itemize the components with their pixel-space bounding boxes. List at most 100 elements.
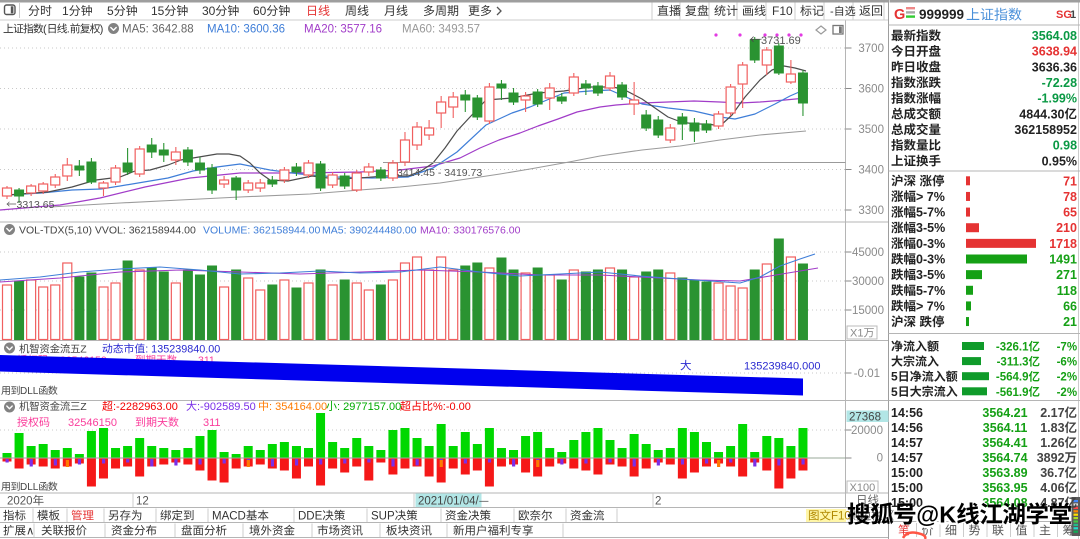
svg-text:0-3%: 0-3%: [916, 237, 945, 251]
svg-text:3731.69: 3731.69: [761, 35, 801, 47]
svg-text:-561.9: -561.9: [996, 387, 1029, 399]
svg-text:3564.11: 3564.11: [983, 421, 1028, 435]
svg-text::-902589.50: :-902589.50: [197, 401, 256, 413]
svg-text:1.83: 1.83: [1040, 421, 1064, 435]
svg-text:X1: X1: [850, 328, 863, 340]
svg-text:%:-0.00: %:-0.00: [433, 401, 471, 413]
svg-text:1718: 1718: [1049, 237, 1077, 251]
svg-text:3414.45 - 3419.73: 3414.45 - 3419.73: [397, 167, 482, 179]
svg-text:2021/01/04/: 2021/01/04/: [418, 496, 480, 508]
svg-text:(: (: [43, 24, 47, 36]
svg-text:∧: ∧: [26, 526, 34, 538]
svg-text:1.26: 1.26: [1040, 436, 1064, 450]
svg-text:1491: 1491: [1049, 253, 1077, 267]
svg-text::-2282963.00: :-2282963.00: [113, 401, 178, 413]
svg-text:5: 5: [891, 370, 898, 384]
svg-text:2020: 2020: [7, 496, 33, 508]
svg-text:MA20: 3577.16: MA20: 3577.16: [304, 24, 382, 36]
svg-text:VOLUME: 362158944.00: VOLUME: 362158944.00: [203, 225, 320, 237]
svg-text:0.95%: 0.95%: [1042, 154, 1077, 168]
svg-text:3636.36: 3636.36: [1032, 60, 1077, 74]
svg-text:66: 66: [1063, 299, 1077, 313]
svg-text:999999: 999999: [919, 7, 964, 22]
svg-text:15:00: 15:00: [891, 481, 923, 495]
svg-text:.: .: [67, 24, 70, 36]
svg-text:3563.95: 3563.95: [982, 481, 1027, 495]
svg-text:VOL-TDX(5,10) VVOL: 362158944.: VOL-TDX(5,10) VVOL: 362158944.00: [19, 225, 196, 237]
svg-text:3-5%: 3-5%: [916, 268, 945, 282]
svg-text:MA5: 3642.88: MA5: 3642.88: [122, 24, 194, 36]
svg-text:3500: 3500: [858, 124, 884, 136]
svg-text:MACD: MACD: [212, 511, 246, 523]
svg-text:4844.30: 4844.30: [1019, 107, 1064, 121]
svg-text:3638.94: 3638.94: [1032, 45, 1077, 59]
svg-text:> 7%: > 7%: [916, 190, 945, 204]
svg-text:4.06: 4.06: [1040, 481, 1064, 495]
svg-text:27368: 27368: [849, 412, 881, 424]
svg-text:MA5: 390244480.00: MA5: 390244480.00: [322, 225, 417, 237]
svg-text:-564.9: -564.9: [996, 372, 1029, 384]
svg-text:-6%: -6%: [1057, 357, 1077, 369]
svg-text:12: 12: [136, 496, 149, 508]
svg-text:: 354164.00: : 354164.00: [269, 401, 327, 413]
svg-text:15:00: 15:00: [891, 466, 923, 480]
svg-text:F10: F10: [831, 511, 851, 523]
svg-text:SG: SG: [1056, 9, 1072, 21]
svg-text:30: 30: [202, 4, 216, 18]
svg-text:15000: 15000: [852, 305, 884, 317]
svg-text:3564.74: 3564.74: [982, 451, 1027, 465]
svg-text:3313.65: 3313.65: [17, 199, 55, 211]
svg-text:-2%: -2%: [1057, 387, 1077, 399]
svg-text:0-3%: 0-3%: [916, 253, 945, 267]
svg-text:: 135239840.00: : 135239840.00: [145, 344, 220, 356]
svg-text:-1.99%: -1.99%: [1037, 92, 1077, 106]
svg-text:78: 78: [1063, 190, 1077, 204]
svg-text:3300: 3300: [858, 205, 884, 217]
svg-text:3564.21: 3564.21: [982, 406, 1027, 420]
svg-text:MA10: 330176576.00: MA10: 330176576.00: [420, 225, 521, 237]
svg-text:15: 15: [151, 4, 165, 18]
svg-text:118: 118: [1057, 284, 1077, 298]
svg-text:3564.41: 3564.41: [982, 436, 1027, 450]
svg-text:30000: 30000: [852, 276, 884, 288]
svg-text:3564.08: 3564.08: [1032, 29, 1077, 43]
svg-text:3600: 3600: [858, 84, 884, 96]
svg-text:-326.1: -326.1: [996, 342, 1029, 354]
svg-text:X100: X100: [850, 482, 876, 494]
svg-text:5-7%: 5-7%: [916, 206, 945, 220]
svg-text:-72.28: -72.28: [1042, 76, 1077, 90]
svg-text:3563.89: 3563.89: [982, 466, 1027, 480]
svg-text:0: 0: [877, 453, 883, 465]
svg-text:Z: Z: [80, 401, 87, 413]
svg-text:45000: 45000: [852, 247, 884, 259]
svg-text:14:57: 14:57: [891, 436, 923, 450]
svg-text:0.98: 0.98: [1053, 139, 1077, 153]
svg-text:3400: 3400: [858, 165, 884, 177]
svg-text:> 7%: > 7%: [916, 299, 945, 313]
svg-text:): ): [100, 24, 104, 36]
svg-text:@K: @K: [916, 502, 956, 528]
svg-text:362158952: 362158952: [1014, 123, 1077, 137]
svg-text:-311.3: -311.3: [997, 357, 1029, 369]
svg-text:Z: Z: [80, 344, 87, 356]
svg-text:271: 271: [1056, 268, 1077, 282]
svg-text:-: -: [830, 6, 834, 18]
svg-text:DDE: DDE: [298, 511, 323, 523]
svg-text:1: 1: [1070, 9, 1076, 21]
svg-text:3-5%: 3-5%: [916, 221, 945, 235]
svg-text:DLL: DLL: [20, 386, 39, 397]
svg-text:: 2977157.00: : 2977157.00: [337, 401, 401, 413]
svg-text:3700: 3700: [858, 43, 884, 55]
svg-text:MA60: 3493.57: MA60: 3493.57: [402, 24, 480, 36]
svg-text:210: 210: [1056, 221, 1077, 235]
svg-text:-2%: -2%: [1057, 372, 1077, 384]
svg-text:3564.08: 3564.08: [982, 496, 1027, 510]
svg-text:SUP: SUP: [371, 511, 395, 523]
svg-text:2: 2: [655, 496, 661, 508]
svg-text:65: 65: [1063, 206, 1077, 220]
svg-text:14:57: 14:57: [891, 451, 923, 465]
svg-text:36.7: 36.7: [1040, 466, 1064, 480]
svg-text:G: G: [894, 7, 905, 23]
svg-text:F10: F10: [772, 4, 793, 18]
svg-text:-0.01: -0.01: [854, 368, 880, 380]
